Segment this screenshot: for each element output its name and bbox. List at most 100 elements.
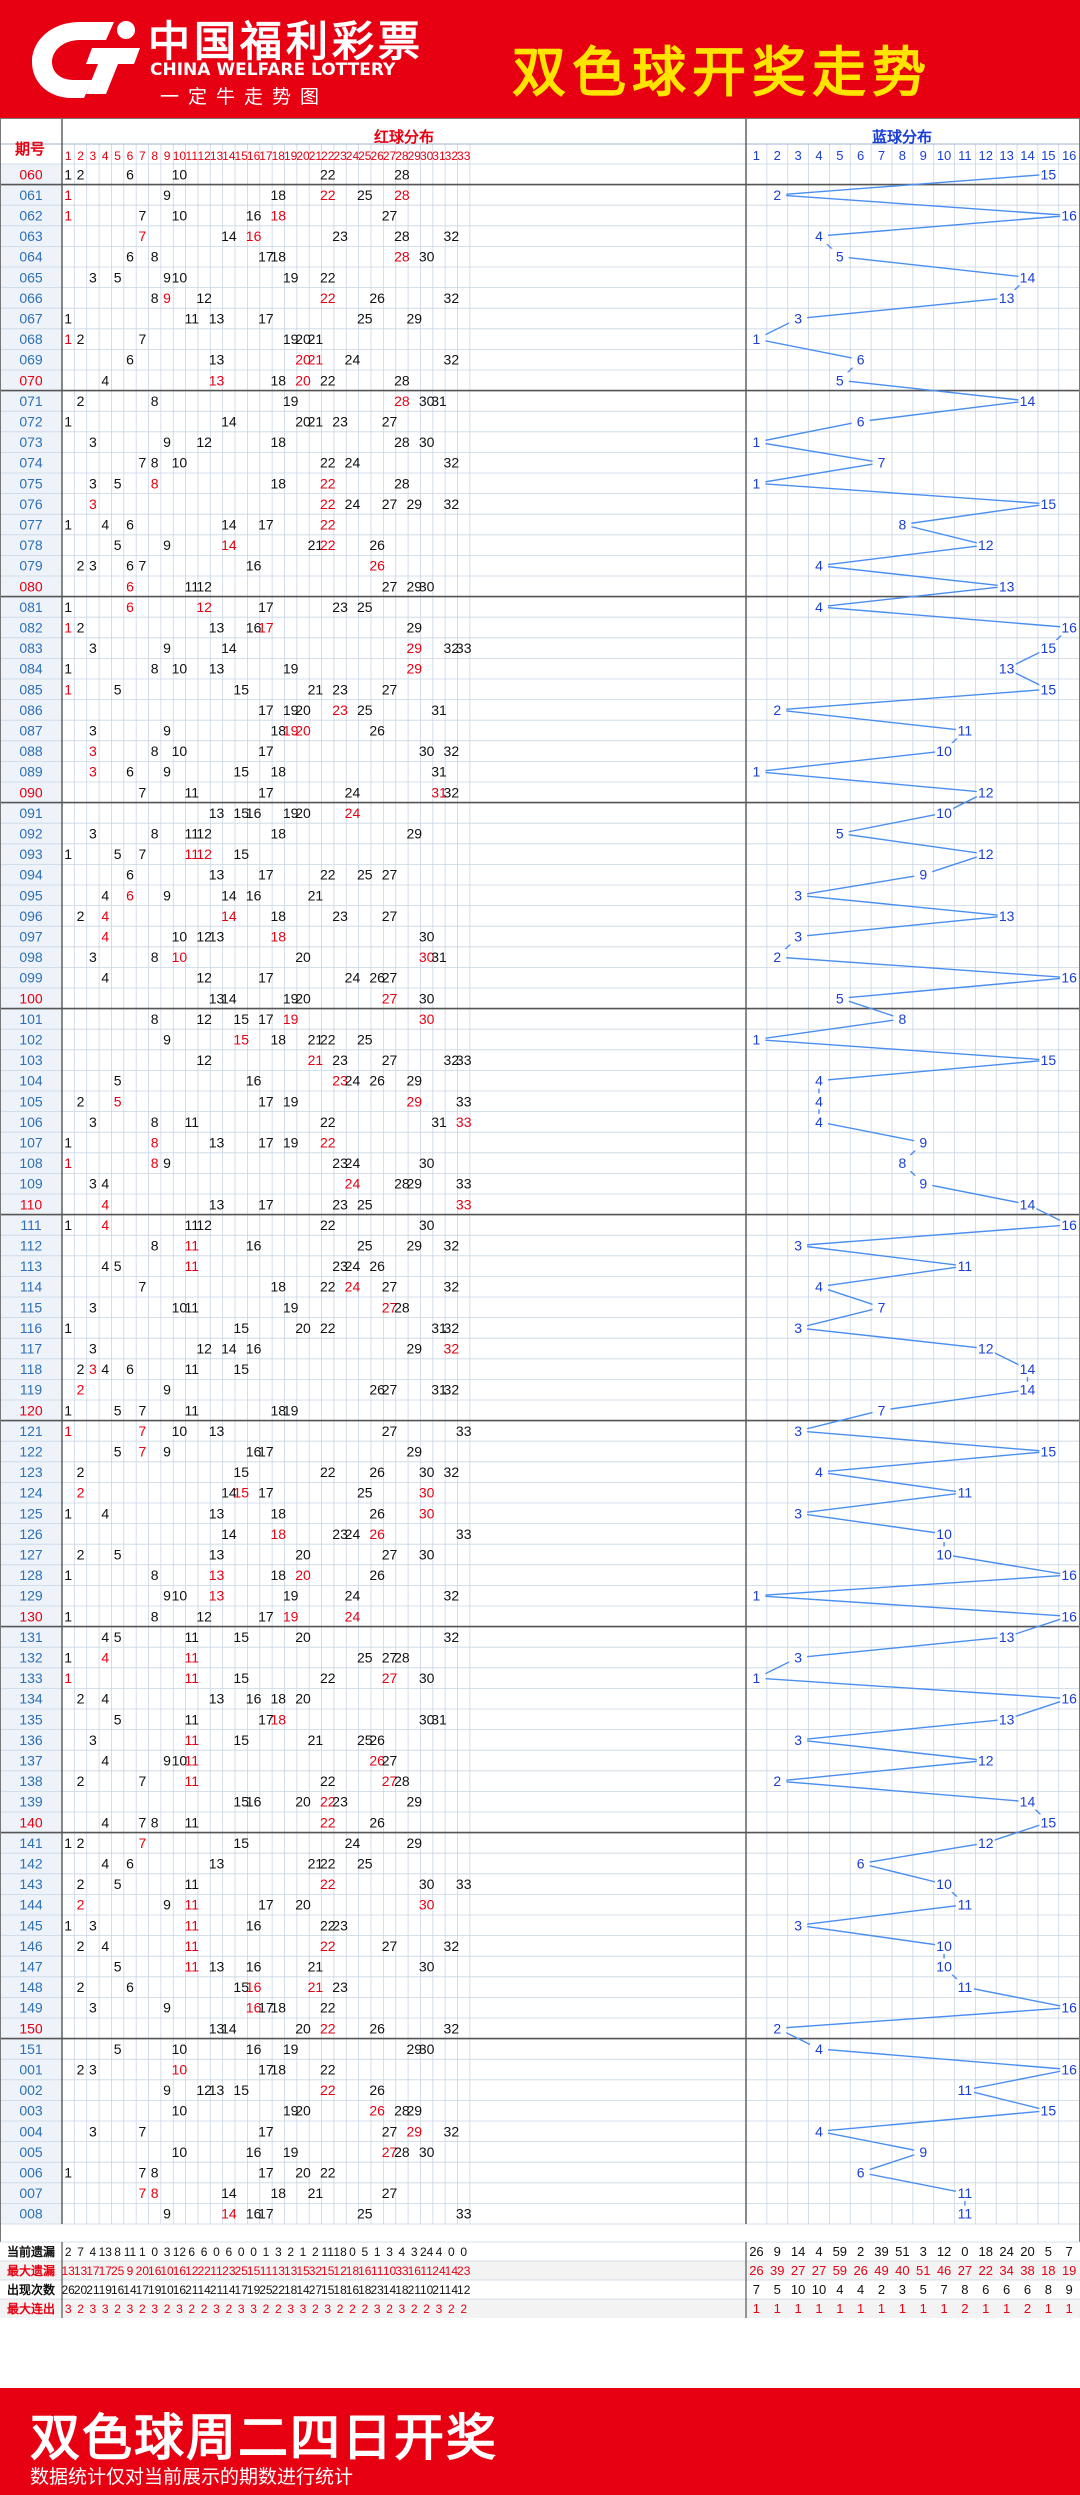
issue-number: 145 (19, 1917, 43, 1933)
red-ball-mark: 4 (101, 1505, 109, 1521)
red-ball-mark: 20 (295, 990, 311, 1006)
issue-number: 076 (19, 496, 43, 512)
red-ball-mark: 31 (431, 702, 447, 718)
red-number-header: 6 (127, 149, 134, 163)
red-ball-mark: 2 (77, 1938, 85, 1954)
red-ball-mark: 33 (456, 1526, 472, 1542)
stats-blue-value: 39 (770, 2263, 784, 2278)
red-ball-mark: 21 (308, 352, 324, 368)
stats-blue-value: 19 (1062, 2263, 1076, 2278)
blue-ball-mark: 15 (1041, 1052, 1057, 1068)
red-ball-mark: 7 (138, 2123, 146, 2139)
stats-red-value: 22 (272, 2283, 286, 2297)
red-ball-mark: 9 (163, 1444, 171, 1460)
blue-ball-mark: 14 (1020, 1794, 1036, 1810)
blue-ball-mark: 14 (1020, 1361, 1036, 1377)
number-header-row: 1 2 3 4 5 6 7 8 9 10 11 12 13 14 15 16 17 18 19 20 21 22 23 24 2… (65, 148, 1077, 163)
red-ball-mark: 30 (419, 1217, 435, 1233)
red-ball-mark: 27 (382, 1299, 398, 1315)
red-ball-mark: 13 (209, 1588, 225, 1604)
red-ball-mark: 1 (64, 311, 72, 327)
issue-number: 068 (19, 331, 43, 347)
red-ball-mark: 6 (126, 599, 134, 615)
red-ball-mark: 8 (151, 475, 159, 491)
red-ball-mark: 19 (283, 1011, 299, 1027)
blue-ball-bg (789, 1917, 808, 1934)
stats-red-value: 11 (371, 2264, 384, 2278)
stats-red-value: 11 (322, 2245, 335, 2259)
blue-ball-mark: 5 (836, 249, 844, 265)
red-ball-mark: 16 (246, 2144, 262, 2160)
red-ball-mark: 2 (77, 1547, 85, 1563)
issue-number: 105 (19, 1093, 43, 1109)
red-ball-mark: 9 (163, 1753, 171, 1769)
red-ball-mark: 24 (345, 1155, 361, 1171)
red-ball-mark: 26 (369, 1258, 385, 1274)
blue-ball-bg (997, 1711, 1016, 1728)
red-ball-mark: 27 (382, 496, 398, 512)
blue-ball-marks: 1521645141331651461711581241341615131521… (747, 166, 1079, 2222)
red-ball-mark: 28 (394, 2103, 410, 2119)
red-ball-mark: 4 (101, 1629, 109, 1645)
red-number-header: 5 (114, 149, 121, 163)
red-ball-mark: 9 (163, 1382, 171, 1398)
red-ball-mark: 1 (64, 846, 72, 862)
red-ball-mark: 29 (406, 1238, 422, 1254)
red-ball-mark: 2 (77, 1773, 85, 1789)
red-ball-mark: 29 (406, 1444, 422, 1460)
red-ball-mark: 16 (246, 2000, 262, 2016)
blue-ball-mark: 5 (836, 372, 844, 388)
stats-red-value: 16 (408, 2264, 422, 2278)
blue-ball-mark: 3 (794, 1238, 802, 1254)
red-ball-mark: 24 (345, 805, 361, 821)
red-ball-mark: 1 (64, 187, 72, 203)
blue-ball-bg (851, 2164, 870, 2181)
blue-ball-mark: 4 (815, 599, 823, 615)
red-ball-mark: 15 (233, 846, 249, 862)
stats-red-value: 12 (333, 2264, 347, 2278)
red-ball-mark: 20 (295, 2103, 311, 2119)
stats-red-value: 0 (213, 2245, 220, 2259)
red-ball-mark: 30 (419, 1505, 435, 1521)
blue-ball-bg (1018, 1381, 1037, 1398)
red-ball-mark: 22 (320, 2000, 336, 2016)
red-ball-mark: 26 (369, 558, 385, 574)
red-ball-mark: 18 (271, 2062, 287, 2078)
stats-red-value: 2 (188, 2302, 195, 2316)
red-ball-mark: 4 (101, 1258, 109, 1274)
red-ball-mark: 18 (271, 1526, 287, 1542)
blue-ball-mark: 14 (1020, 1382, 1036, 1398)
stats-red-value: 6 (188, 2245, 195, 2259)
stats-red-value: 4 (90, 2245, 97, 2259)
red-ball-mark: 7 (138, 846, 146, 862)
stats-blue-value: 2 (878, 2282, 885, 2297)
blue-ball-bg (789, 887, 808, 904)
blue-ball-bg (1060, 1216, 1079, 1233)
issue-number: 080 (19, 578, 43, 594)
stats-red-value: 0 (151, 2245, 158, 2259)
red-number-header: 31 (432, 149, 446, 163)
blue-ball-mark: 7 (878, 1299, 886, 1315)
blue-ball-mark: 10 (936, 743, 952, 759)
red-ball-mark: 17 (258, 599, 274, 615)
red-ball-mark: 30 (419, 2144, 435, 2160)
blue-ball-bg (976, 846, 995, 863)
red-ball-mark: 13 (209, 1135, 225, 1151)
red-ball-mark: 26 (369, 1814, 385, 1830)
blue-ball-bg (1018, 1793, 1037, 1810)
red-ball-mark: 20 (295, 702, 311, 718)
blue-ball-bg (747, 763, 766, 780)
blue-ball-bg (789, 928, 808, 945)
stats-blue-value: 14 (791, 2244, 805, 2259)
red-ball-mark: 20 (295, 2165, 311, 2181)
stats-blue-value: 7 (1066, 2244, 1073, 2259)
red-ball-mark: 27 (382, 1670, 398, 1686)
red-ball-mark: 20 (295, 723, 311, 739)
red-number-header: 8 (151, 149, 158, 163)
blue-ball-mark: 11 (958, 1258, 973, 1274)
red-ball-mark: 13 (209, 1959, 225, 1975)
red-ball-mark: 15 (233, 1011, 249, 1027)
red-ball-mark: 28 (394, 1650, 410, 1666)
blue-ball-mark: 12 (978, 1341, 994, 1357)
red-ball-mark: 20 (295, 414, 311, 430)
